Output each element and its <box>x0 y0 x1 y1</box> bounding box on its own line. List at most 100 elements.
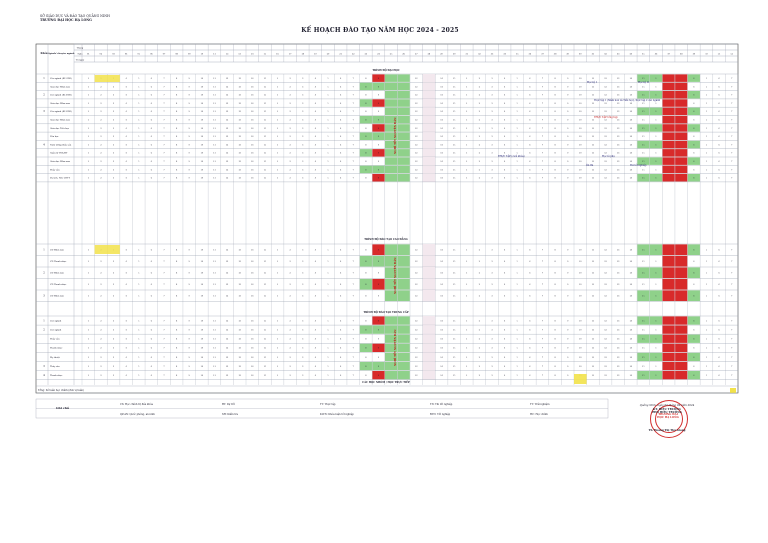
week-value: 8 <box>365 153 367 155</box>
week-value: 8 <box>176 296 178 298</box>
week-value: 1 <box>88 375 89 377</box>
week-value: 5 <box>706 284 708 286</box>
week-value: 12 <box>226 119 229 121</box>
week-value: 8 <box>365 178 367 180</box>
week-value: 8 <box>365 296 367 298</box>
week-value: 2 <box>479 339 481 341</box>
week-value: 4 <box>126 103 128 105</box>
week-value: 8 <box>176 144 178 146</box>
week-value: 10 <box>201 320 204 322</box>
week-value: 6 <box>151 128 153 130</box>
schedule-cell <box>662 244 675 256</box>
week-value: 6 <box>718 320 720 322</box>
daihoc-row-nganh: Du lịch, NH, CNTT <box>50 178 71 180</box>
week-value: 8 <box>554 161 556 163</box>
week-value: 9 <box>189 119 191 121</box>
week-value: 9 <box>378 375 380 377</box>
week-value: 11 <box>213 128 215 130</box>
week-value: 7 <box>731 95 733 97</box>
week-value: 8 <box>176 111 178 113</box>
schedule-cell <box>637 157 650 165</box>
week-value: 8 <box>176 357 178 359</box>
schedule-cell <box>384 290 398 302</box>
week-value: 15 <box>453 250 456 252</box>
yellow-block <box>730 388 736 393</box>
week-value: 8 <box>176 103 178 105</box>
schedule-cell <box>687 352 700 362</box>
week-value: 9 <box>378 329 380 331</box>
week-value: 1 <box>277 78 278 80</box>
week-value: 14 <box>251 375 254 377</box>
week-value: 9 <box>378 95 380 97</box>
week-value: 4 <box>693 153 695 155</box>
week-value: 7 <box>163 375 165 377</box>
schedule-cell <box>397 316 410 325</box>
tet-cell <box>422 316 436 326</box>
week-value: 8 <box>365 339 367 341</box>
week-value: 3 <box>302 78 304 80</box>
section-daihoc: TRÌNH ĐỘ ĐẠI HỌC <box>372 69 400 72</box>
week-value: 4 <box>504 339 506 341</box>
week-value: 13 <box>238 136 241 138</box>
week-value: 6 <box>151 161 153 163</box>
week-value: 13 <box>617 178 620 180</box>
week-value: 2 <box>479 111 481 113</box>
week-value: 4 <box>126 119 128 121</box>
week-value: 10 <box>201 161 204 163</box>
week-value: 5 <box>327 250 329 252</box>
schedule-cell <box>637 290 650 302</box>
week-value: 12 <box>415 128 418 130</box>
place-date: Quảng Ninh, ngày 02 tháng 09 năm 2024 <box>639 404 695 407</box>
week-value: 14 <box>251 78 254 80</box>
week-value: 9 <box>189 348 191 350</box>
week-value: 5 <box>327 169 329 171</box>
daihoc-row-khoa: 4 <box>43 143 45 146</box>
week-value: 8 <box>554 136 556 138</box>
schedule-cell <box>649 244 663 256</box>
week-value: 15 <box>453 144 456 146</box>
week-value: 4 <box>315 128 317 130</box>
week-value: 5 <box>138 284 140 286</box>
red-stamp <box>650 400 688 438</box>
week-value: 7 <box>542 339 544 341</box>
week-value: 4 <box>126 357 128 359</box>
week-value: 5 <box>517 128 519 130</box>
week-value: 11 <box>213 339 215 341</box>
week-value: 1 <box>466 128 467 130</box>
week-value: 6 <box>340 136 342 138</box>
week-value: 10 <box>579 329 582 331</box>
week-value: 3 <box>302 284 304 286</box>
week-value: 9 <box>189 329 191 331</box>
week-value: 13 <box>238 144 241 146</box>
legend-item-2: BT: Dự trữ <box>222 403 235 406</box>
week-value: 5 <box>706 296 708 298</box>
schedule-cell <box>662 165 675 174</box>
week-value: 7 <box>731 284 733 286</box>
week-value: 11 <box>592 178 594 180</box>
week-value: 7 <box>731 78 733 80</box>
week-value: 1 <box>466 103 467 105</box>
week-value: 11 <box>592 119 594 121</box>
week-value: 2 <box>479 320 481 322</box>
week-value: 4 <box>315 273 317 275</box>
trungcap-row-khoa: 3 <box>43 365 45 368</box>
week-value: 15 <box>642 169 645 171</box>
week-value: 3 <box>491 339 493 341</box>
week-value: 14 <box>630 111 633 113</box>
week-value: 9 <box>567 339 569 341</box>
week-value: 1 <box>655 329 656 331</box>
week-value: 15 <box>642 357 645 359</box>
week-number: 03 <box>112 54 115 56</box>
week-value: 5 <box>138 339 140 341</box>
week-value: 1 <box>277 169 278 171</box>
week-number: 13 <box>238 54 241 56</box>
week-value: 8 <box>554 153 556 155</box>
schedule-cell <box>675 244 688 256</box>
schedule-cell <box>675 124 688 132</box>
schedule-cell <box>662 255 675 267</box>
week-value: 4 <box>504 375 506 377</box>
week-value: 1 <box>88 296 89 298</box>
week-value: 4 <box>126 261 128 263</box>
week-value: 7 <box>163 320 165 322</box>
week-value: 3 <box>491 136 493 138</box>
